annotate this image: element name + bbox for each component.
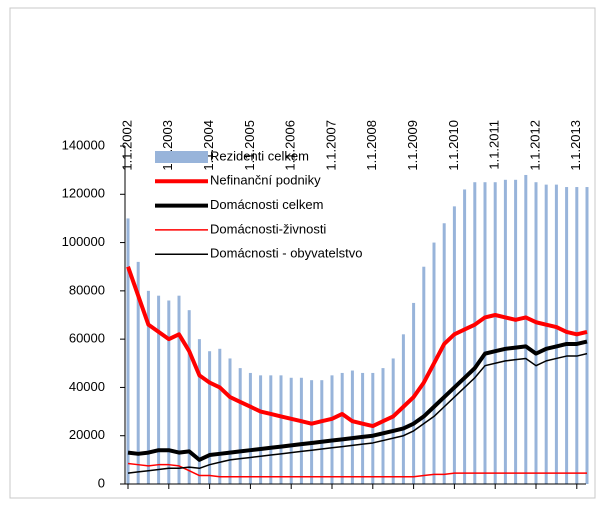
x-tick-label: 1.1.2005 xyxy=(242,120,257,171)
bar xyxy=(361,372,365,484)
bar xyxy=(208,351,212,484)
x-tick-label: 1.1.2013 xyxy=(568,120,583,171)
bar xyxy=(259,375,263,484)
bar xyxy=(483,182,487,484)
bar xyxy=(524,174,528,484)
bar xyxy=(503,179,507,485)
y-tick-label: 20000 xyxy=(69,427,105,442)
bar xyxy=(136,261,140,484)
bar xyxy=(228,358,232,484)
bar xyxy=(126,218,130,484)
bar xyxy=(269,375,273,484)
legend-label: Domácnosti - obyvatelstvo xyxy=(210,246,362,261)
bar xyxy=(320,380,324,484)
bar xyxy=(493,182,497,484)
y-tick-label: 0 xyxy=(98,475,105,490)
legend-label: Domácnosti-živnosti xyxy=(210,221,326,236)
x-tick-label: 1.1.2009 xyxy=(405,120,420,171)
line xyxy=(126,266,588,429)
bar xyxy=(514,179,518,485)
bar xyxy=(463,189,467,484)
y-tick-label: 80000 xyxy=(69,282,105,297)
bar xyxy=(381,368,385,484)
bar xyxy=(452,206,456,484)
bar xyxy=(585,187,589,485)
bar xyxy=(279,375,283,484)
bar xyxy=(187,310,191,484)
bar xyxy=(157,295,161,484)
legend-label: Nefinanční podniky xyxy=(210,173,321,188)
y-tick-label: 60000 xyxy=(69,331,105,346)
frame xyxy=(9,7,596,499)
bar xyxy=(544,184,548,484)
bar xyxy=(391,358,395,484)
bar xyxy=(197,339,201,484)
bar xyxy=(350,370,354,484)
x-tick-label: 1.1.2008 xyxy=(364,120,379,171)
x-tick-label: 1.1.2010 xyxy=(446,120,461,171)
bar xyxy=(442,223,446,484)
y-tick-label: 140000 xyxy=(62,137,105,152)
bar xyxy=(289,377,293,484)
line xyxy=(127,352,588,474)
x-tick-label: 1.1.2006 xyxy=(283,120,298,171)
bar xyxy=(167,300,171,484)
x-tick-label: 1.1.2002 xyxy=(119,120,134,171)
x-tick-label: 1.1.2012 xyxy=(527,120,542,171)
bar xyxy=(340,372,344,484)
bar xyxy=(473,182,477,484)
y-tick-label: 100000 xyxy=(62,234,105,249)
legend-swatch xyxy=(155,151,208,163)
legend-label: Rezidenti celkem xyxy=(210,148,309,163)
bar xyxy=(371,372,375,484)
x-tick-label: 1.1.2003 xyxy=(160,120,175,171)
bar xyxy=(310,380,314,484)
legend-label: Domácnosti celkem xyxy=(210,197,323,212)
bar xyxy=(422,266,426,484)
line xyxy=(127,339,588,462)
y-tick-label: 40000 xyxy=(69,379,105,394)
x-tick-label: 1.1.2011 xyxy=(487,120,502,170)
bar xyxy=(238,368,242,484)
x-tick-label: 1.1.2007 xyxy=(323,120,338,171)
bar xyxy=(146,290,150,484)
y-tick-label: 120000 xyxy=(62,186,105,201)
bar xyxy=(412,302,416,484)
bar xyxy=(299,377,303,484)
bar xyxy=(534,182,538,484)
bar xyxy=(218,348,222,484)
line xyxy=(127,462,587,478)
bar xyxy=(177,295,181,484)
bar xyxy=(248,372,252,484)
bar xyxy=(330,375,334,484)
bar xyxy=(565,187,569,485)
bar xyxy=(554,184,558,484)
